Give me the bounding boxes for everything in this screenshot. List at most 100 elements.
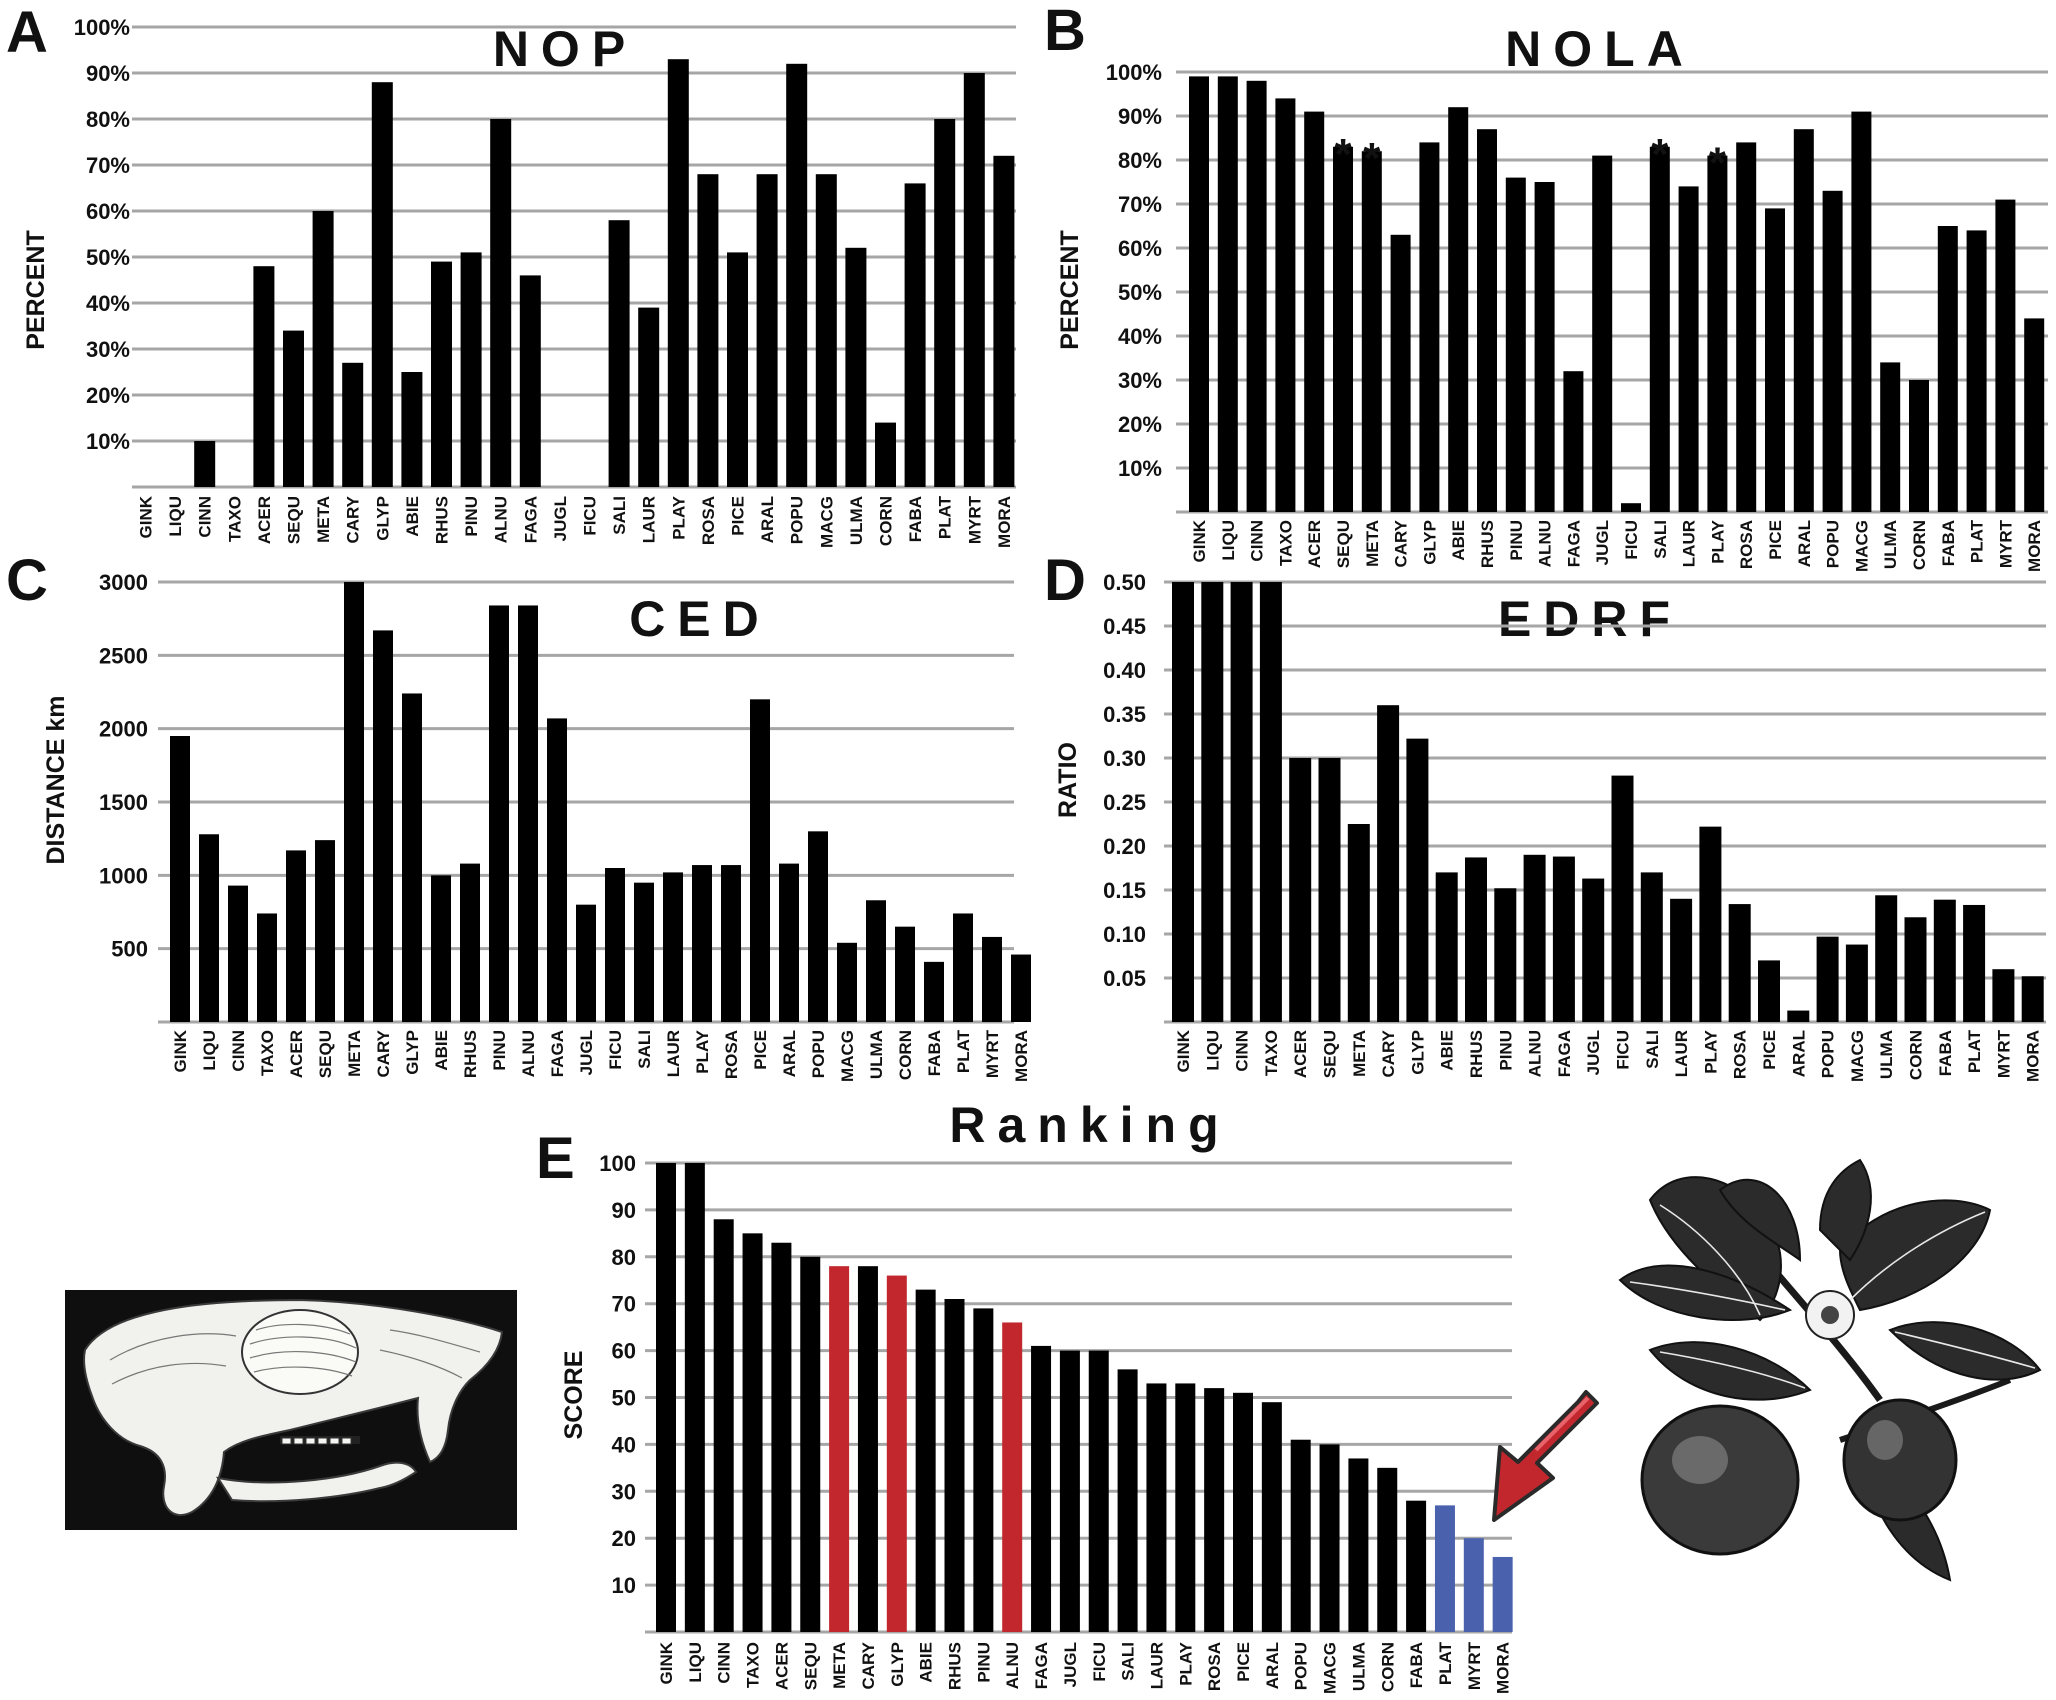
x-tick-label: GINK [171,1029,190,1072]
bar-faba [924,961,944,1022]
bar-macg [1845,944,1868,1022]
x-tick-label: MACG [838,1030,857,1082]
bar-aral [1793,129,1814,512]
skull-illustration [65,1290,517,1530]
x-tick-label: PLAT [1968,519,1987,563]
bar-plat [934,119,956,487]
x-tick-label: GLYP [1420,520,1439,565]
x-tick-label: FICU [1090,1642,1109,1682]
bar-pinu [973,1308,994,1632]
x-tick-label: CINN [715,1642,734,1684]
bar-corn [1377,1467,1398,1632]
bar-acer [286,850,306,1022]
bar-taxo [1275,98,1296,513]
x-tick-label: MYRT [1465,1641,1484,1690]
x-tick-label: PICE [1760,1030,1779,1070]
x-tick-label: FICU [606,1030,625,1070]
bar-laur [1146,1383,1167,1632]
bar-jugl [1592,155,1613,512]
bar-aral [1261,1402,1282,1632]
y-tick-label: 0.50 [1103,570,1146,595]
x-tick-label: PICE [1234,1642,1253,1682]
bar-aral [1787,1010,1810,1022]
x-tick-label: PICE [729,496,748,536]
x-tick-label: MYRT [1994,1029,2013,1078]
bar-cinn [713,1219,734,1632]
panel-letter-d: D [1044,548,1086,613]
bar-sequ [283,330,304,487]
bar-ficu [605,868,625,1022]
x-tick-label: MACG [1848,1030,1867,1082]
x-tick-label: SEQU [1321,1030,1340,1078]
x-tick-label: META [345,1030,364,1077]
x-tick-label: PINU [1496,1030,1515,1071]
y-tick-label: 80% [1118,148,1162,173]
x-tick-label: JUGL [1584,1030,1603,1075]
significance-asterisk: * [1334,130,1352,179]
x-tick-label: SALI [1643,1030,1662,1069]
x-tick-label: TAXO [225,496,244,542]
y-axis-label-percent: PERCENT [22,230,50,349]
x-tick-label: GINK [137,495,156,538]
y-tick-label: 0.20 [1103,834,1146,859]
bar-popu [1822,190,1843,513]
panel-letter-b: B [1044,0,1086,63]
bar-rosa [697,174,719,487]
bar-sequ [1318,758,1341,1022]
x-tick-label: PICE [751,1030,770,1070]
bar-glyp [402,693,422,1022]
x-tick-label: ROSA [1737,520,1756,569]
bar-sali [634,882,654,1022]
x-tick-label: ARAL [1795,520,1814,567]
bar-cinn [228,885,248,1022]
bar-pinu [489,605,509,1022]
bar-meta [344,582,364,1022]
x-tick-label: ALNU [1536,520,1555,567]
bar-faba [904,183,926,487]
bar-taxo [742,1233,763,1632]
x-tick-label: FICU [1614,1030,1633,1070]
x-tick-label: TAXO [258,1030,277,1076]
bar-taxo [257,913,277,1022]
y-tick-label: 10 [612,1573,636,1598]
x-tick-label: CARY [1392,519,1411,567]
bar-rosa [721,865,741,1022]
x-tick-label: SEQU [285,496,304,544]
y-tick-label: 0.15 [1103,878,1146,903]
y-tick-label: 50 [612,1386,636,1411]
x-tick-label: ABIE [917,1642,936,1683]
x-tick-label: LIQU [1203,1030,1222,1071]
bar-corn [1909,380,1929,512]
bar-rosa [1204,1388,1225,1632]
red-arrow-icon [1492,1390,1599,1522]
y-axis-label-score: SCORE [560,1351,588,1440]
x-tick-label: CARY [1379,1029,1398,1077]
bar-pinu [1494,888,1517,1022]
bar-pice [1233,1392,1253,1632]
bar-sequ [800,1256,821,1632]
x-tick-label: GINK [1190,519,1209,562]
y-tick-label: 90 [612,1198,636,1223]
bar-laur [638,307,660,487]
x-tick-label: CARY [374,1029,393,1077]
x-tick-label: LIQU [686,1642,705,1683]
y-axis-label-ratio: RATIO [1054,742,1082,818]
x-tick-label: CINN [196,496,215,538]
y-tick-label: 30% [1118,368,1162,393]
x-tick-label: RHUS [1478,520,1497,568]
y-tick-label: 100% [74,15,130,40]
x-tick-label: FAGA [1032,1642,1051,1689]
bar-plat [1434,1505,1455,1632]
x-tick-label: PLAY [1176,1641,1195,1685]
bar-alnu [490,119,512,487]
x-tick-label: ROSA [722,1030,741,1079]
x-tick-label: PINU [974,1642,993,1683]
bar-sequ [1333,146,1353,513]
x-tick-label: TAXO [1276,520,1295,566]
bar-taxo [1259,582,1282,1022]
x-tick-label: POPU [1819,1030,1838,1078]
x-tick-label: LAUR [1680,520,1699,567]
y-tick-label: 0.45 [1103,614,1146,639]
bar-faga [1563,371,1584,512]
x-tick-label: RHUS [433,496,452,544]
